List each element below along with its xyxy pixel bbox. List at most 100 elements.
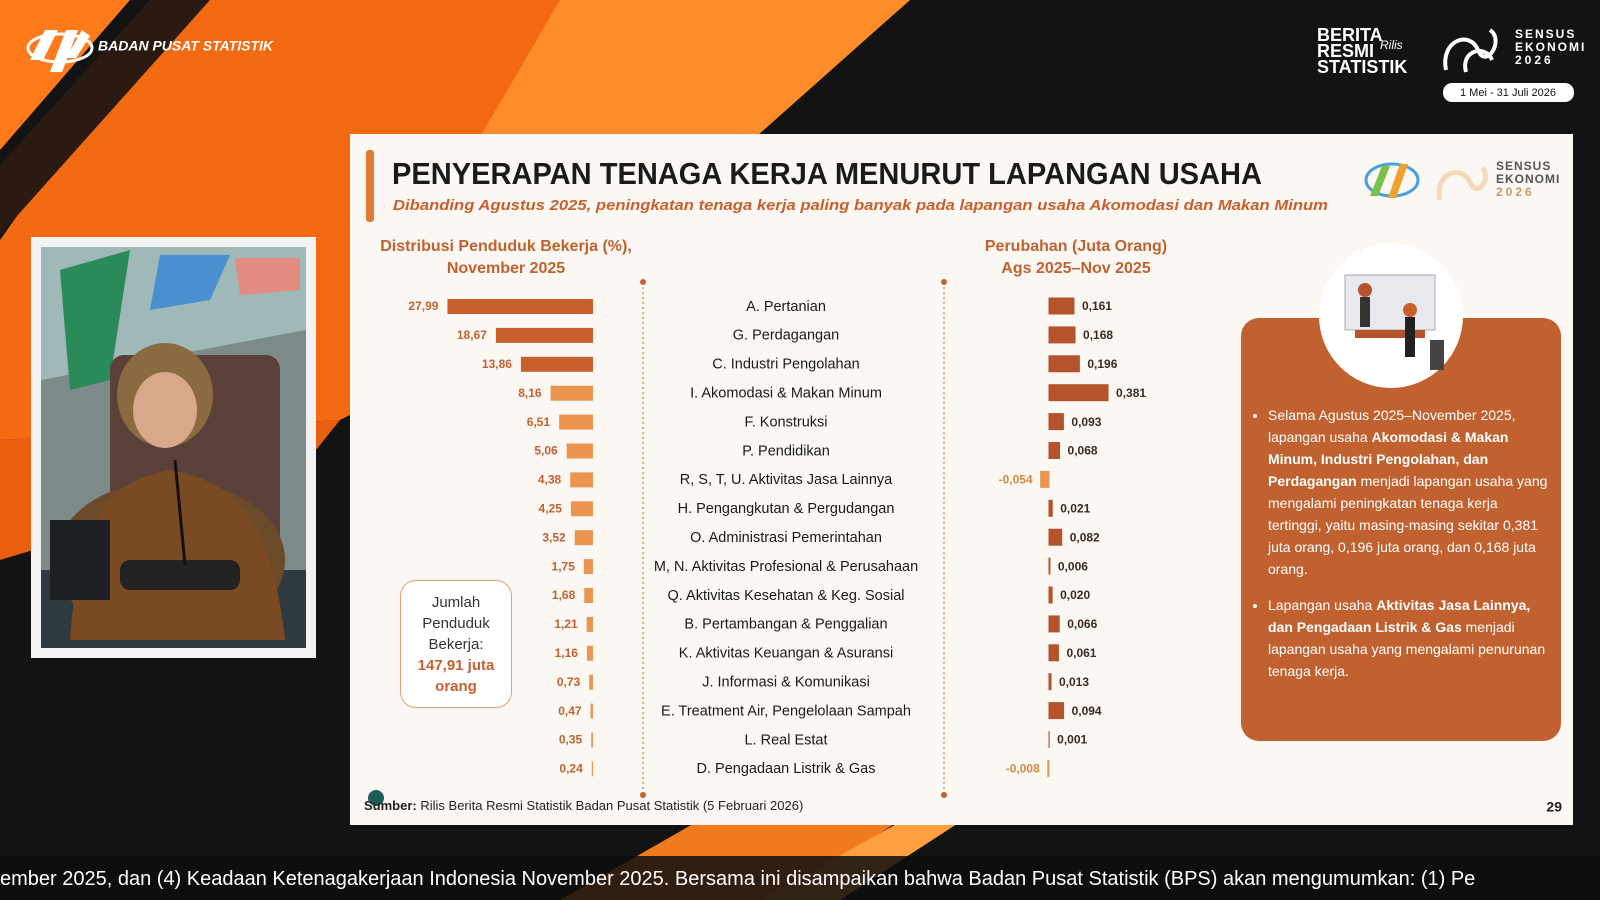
category-label: I. Akomodasi & Makan Minum bbox=[690, 386, 882, 402]
bar bbox=[574, 530, 593, 546]
news-ticker: ember 2025, dan (4) Keadaan Ketenagakerj… bbox=[0, 868, 1476, 890]
date-pill bbox=[1443, 83, 1574, 102]
bar bbox=[1047, 759, 1050, 777]
charts: 27,99 A. Pertanian 18,67 G. Perdagangan 13,8… bbox=[408, 297, 1146, 777]
category-label: E. Treatment Air, Pengelolaan Sampah bbox=[661, 703, 911, 719]
category-label: J. Informasi & Komunikasi bbox=[702, 675, 870, 691]
slide-title: PENYERAPAN TENAGA KERJA MENURUT LAPANGAN… bbox=[392, 156, 1262, 191]
bar bbox=[566, 443, 593, 459]
category-label: B. Pertambangan & Penggalian bbox=[684, 617, 887, 633]
category-label: D. Pengadaan Listrik & Gas bbox=[697, 761, 876, 777]
value-label: 0,061 bbox=[1066, 646, 1096, 660]
value-label: 0,021 bbox=[1060, 501, 1090, 515]
value-label: 0,020 bbox=[1060, 588, 1090, 602]
page-number: 29 bbox=[1546, 799, 1562, 815]
chart-title: Ags 2025–Nov 2025 bbox=[1001, 260, 1151, 277]
value-label: 0,168 bbox=[1083, 328, 1113, 342]
bar bbox=[591, 732, 593, 748]
slide-subtitle: Dibanding Agustus 2025, peningkatan tena… bbox=[393, 197, 1328, 214]
bar bbox=[1048, 413, 1064, 431]
total-value: 147,91 juta orang bbox=[417, 656, 495, 695]
source: Sumber: Rilis Berita Resmi Statistik Bad… bbox=[364, 798, 803, 813]
bullet-text: menjadi lapangan usaha yang mengalami pe… bbox=[1268, 619, 1546, 679]
bar bbox=[590, 703, 593, 719]
category-label: L. Real Estat bbox=[744, 732, 827, 748]
value-label: 0,196 bbox=[1087, 357, 1117, 371]
bar bbox=[1048, 355, 1080, 373]
value-label: 0,006 bbox=[1058, 559, 1088, 573]
bar bbox=[1048, 557, 1051, 575]
value-label: 0,381 bbox=[1116, 386, 1146, 400]
category-label: P. Pendidikan bbox=[742, 443, 830, 459]
divider-dot bbox=[941, 792, 947, 798]
value-label: 0,013 bbox=[1059, 675, 1089, 689]
summary-panel bbox=[1241, 318, 1561, 741]
bullet-text: Akomodasi & Makan Minum, Industri Pengol… bbox=[1268, 429, 1509, 489]
value-label: 0,001 bbox=[1057, 733, 1087, 747]
bar bbox=[584, 588, 593, 603]
bar bbox=[447, 299, 593, 314]
bar bbox=[1048, 499, 1053, 517]
bar bbox=[591, 761, 593, 777]
sensus-line: SENSUS bbox=[1515, 27, 1576, 41]
chart-title: Distribusi Penduduk Bekerja (%), bbox=[380, 238, 632, 255]
bar bbox=[550, 385, 593, 401]
bar bbox=[559, 414, 593, 430]
category-label: K. Aktivitas Keuangan & Asuransi bbox=[679, 646, 893, 662]
total-box: Jumlah Penduduk Bekerja: 147,91 juta ora… bbox=[400, 580, 512, 708]
source-label: Sumber: bbox=[364, 798, 417, 813]
org-name: BADAN PUSAT STATISTIK bbox=[98, 38, 274, 54]
category-label: O. Administrasi Pemerintahan bbox=[690, 530, 882, 546]
category-label: R, S, T, U. Aktivitas Jasa Lainnya bbox=[680, 472, 893, 488]
category-label: G. Perdagangan bbox=[733, 328, 839, 344]
logo-line: 2026 bbox=[1496, 185, 1535, 199]
bar bbox=[1048, 702, 1065, 720]
divider-dot bbox=[941, 279, 947, 285]
bullet-text: Lapangan usaha bbox=[1268, 597, 1377, 613]
bar bbox=[1048, 644, 1059, 662]
value-label: 27,99 bbox=[408, 299, 438, 313]
sensus-line: 2026 bbox=[1515, 53, 1554, 67]
sensus-logo bbox=[1443, 28, 1498, 73]
category-label: M, N. Aktivitas Profesional & Perusahaan bbox=[654, 559, 918, 575]
summary-bullets: Selama Agustus 2025–November 2025, lapan… bbox=[1248, 404, 1548, 696]
slide-logo bbox=[1364, 162, 1488, 201]
chart-title: November 2025 bbox=[447, 260, 565, 277]
bar bbox=[583, 559, 593, 575]
bps-logo bbox=[26, 30, 94, 72]
cursor-icon bbox=[368, 790, 384, 806]
bar bbox=[570, 472, 593, 488]
bullet: Lapangan usaha Aktivitas Jasa Lainnya, d… bbox=[1268, 594, 1548, 682]
value-label: 1,75 bbox=[552, 559, 576, 573]
value-label: 1,16 bbox=[555, 646, 579, 660]
bar bbox=[589, 674, 593, 690]
value-label: 0,73 bbox=[557, 675, 581, 689]
bar bbox=[1048, 528, 1063, 546]
category-label: C. Industri Pengolahan bbox=[712, 357, 860, 373]
value-label: 0,47 bbox=[558, 704, 582, 718]
category-label: H. Pengangkutan & Pergudangan bbox=[678, 501, 895, 517]
sensus-line: EKONOMI bbox=[1515, 40, 1586, 54]
logo-line: EKONOMI bbox=[1496, 172, 1560, 186]
value-label: 1,68 bbox=[552, 588, 576, 602]
value-label: 5,06 bbox=[534, 444, 558, 458]
bar bbox=[495, 327, 593, 343]
video-feed bbox=[31, 237, 316, 658]
title-bar bbox=[366, 150, 374, 222]
value-label: 0,094 bbox=[1072, 704, 1102, 718]
bullet-text: Selama Agustus 2025–November 2025, lapan… bbox=[1268, 407, 1516, 445]
bullet: Selama Agustus 2025–November 2025, lapan… bbox=[1268, 404, 1548, 580]
value-label: 13,86 bbox=[482, 357, 512, 371]
value-label: 0,35 bbox=[559, 733, 583, 747]
source-text: Rilis Berita Resmi Statistik Badan Pusat… bbox=[420, 798, 803, 813]
bar bbox=[1048, 586, 1053, 604]
value-label: -0,054 bbox=[999, 473, 1033, 487]
bar bbox=[586, 645, 593, 661]
value-label: 18,67 bbox=[457, 328, 487, 342]
bar bbox=[520, 356, 593, 372]
value-label: 8,16 bbox=[518, 386, 542, 400]
divider-dot bbox=[640, 792, 646, 798]
value-label: -0,008 bbox=[1006, 762, 1040, 776]
